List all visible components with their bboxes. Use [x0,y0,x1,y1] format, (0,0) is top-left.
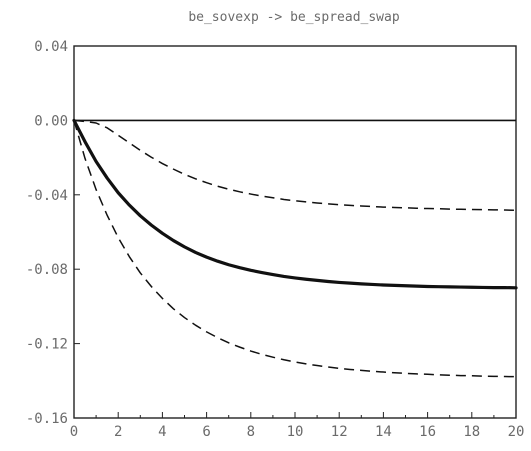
x-tick-label: 6 [202,424,210,440]
x-tick-label: 10 [287,424,304,440]
plot-frame [73,45,517,419]
x-tick-label: 2 [114,424,122,440]
y-tick-label: 0.04 [34,39,68,55]
chart-title: be_sovexp -> be_spread_swap [188,10,399,25]
y-tick-label: 0.00 [34,113,68,129]
impulse-response-line [72,118,518,290]
x-tick-label: 20 [508,424,525,440]
x-tick-label: 4 [158,424,166,440]
x-tick-label: 16 [419,424,436,440]
plot-area: 0.04 0.00 -0.04 -0.08 -0.12 -0.160 2 4 6 8 10 12 14 1… [26,39,525,440]
confidence-band-line-1 [73,119,517,211]
x-tick-label: 14 [375,424,392,440]
x-tick-label: 0 [70,424,78,440]
y-tick-label: -0.04 [26,188,68,204]
y-tick-label: -0.08 [26,262,68,278]
x-tick-label: 12 [331,424,348,440]
y-tick-label: -0.12 [26,337,68,353]
y-tick-label: -0.16 [26,411,68,427]
confidence-band-line-2 [73,120,517,378]
x-tick-label: 8 [247,424,255,440]
x-tick-label: 18 [463,424,480,440]
